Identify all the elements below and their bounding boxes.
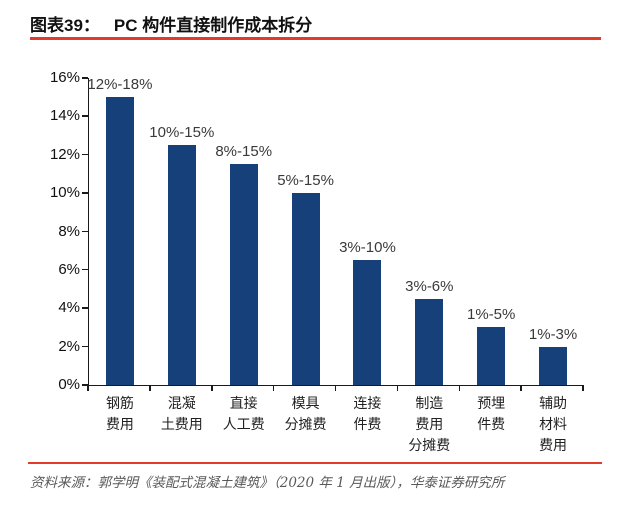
x-category-label-line: 直接 <box>229 396 258 412</box>
y-tick-label: 16% <box>49 69 80 86</box>
y-tick-mark <box>82 345 88 348</box>
figure-number-label: 图表39： <box>30 16 100 35</box>
x-category-label: 钢筋 费用 <box>81 394 159 436</box>
y-tick-label: 10% <box>49 184 80 202</box>
bar-value-label: 3%-10% <box>339 239 396 257</box>
bar <box>353 260 382 385</box>
x-category-label-line: 费用 <box>415 417 444 433</box>
bar <box>415 298 444 385</box>
bar-value-label: 1%-5% <box>467 306 516 324</box>
bar <box>477 327 506 385</box>
source-note: 资料来源：郭学明《装配式混凝土建筑》（2020 年 1 月出版），华泰证券研究所 <box>30 475 505 491</box>
x-category-label-line: 分摊费 <box>408 438 451 454</box>
x-category-label-line: 辅助 <box>539 396 568 412</box>
footer-rule <box>28 462 602 464</box>
x-category-label-line: 费用 <box>539 438 568 454</box>
x-category-label: 辅助 材料 费用 <box>514 394 592 457</box>
bar-value-label: 1%-3% <box>528 325 578 343</box>
y-tick-mark <box>82 115 88 117</box>
title-rule <box>30 37 601 40</box>
bar-slot: 10%-15% 混凝土费用 <box>149 78 215 433</box>
x-tick-mark <box>582 385 584 391</box>
y-tick-mark <box>82 153 88 156</box>
y-tick-label: 12% <box>49 145 80 163</box>
bar <box>539 346 568 385</box>
bar-slot: 3%-10% 连接件费 <box>337 78 399 433</box>
x-category-label-line: 材料 <box>539 417 568 433</box>
y-tick-label: 4% <box>58 299 80 317</box>
x-tick-mark <box>396 385 399 391</box>
bar-slot: 1%-3% 辅助材料费用 <box>522 78 584 454</box>
x-category-label: 连接 件费 <box>329 394 407 436</box>
x-tick-mark <box>520 385 522 391</box>
bar-value-label: 8%-15% <box>215 143 273 161</box>
x-category-label-line: 人工费 <box>222 417 265 433</box>
x-category-label-line: 分摊费 <box>284 417 327 433</box>
bar-slot: 8%-15% 直接人工费 <box>213 78 275 433</box>
y-tick-label: 14% <box>49 107 80 125</box>
bar-value-label: 12%-18% <box>87 76 153 94</box>
bar-slot: 3%-6% 制造费用分摊费 <box>398 78 460 454</box>
x-category-label-line: 钢筋 <box>105 396 134 412</box>
y-tick-label: 8% <box>58 222 80 240</box>
x-category-label-line: 连接 <box>353 396 382 412</box>
y-tick-mark <box>82 268 88 271</box>
x-tick-mark <box>211 385 213 391</box>
x-category-label-line: 费用 <box>105 417 134 433</box>
x-category-label: 混凝 土费用 <box>143 394 221 436</box>
x-tick-mark <box>149 385 151 391</box>
x-category-label-line: 预埋 <box>477 396 506 412</box>
bar-value-label: 5%-15% <box>277 172 334 190</box>
y-tick-mark <box>82 307 88 309</box>
x-category-label: 制造 费用 分摊费 <box>390 394 468 457</box>
y-tick-label: 0% <box>58 376 80 393</box>
x-category-label-line: 制造 <box>415 396 444 412</box>
y-tick-mark <box>82 384 88 386</box>
x-category-label: 预埋 件费 <box>452 394 530 436</box>
bar-slot: 12%-18% 钢筋费用 <box>87 76 153 433</box>
figure-title: PC 构件直接制作成本拆分 <box>113 16 313 35</box>
bar-chart-plot-area: 12%-18% 钢筋 费用 10%-15% 混凝 土费用 8%-15% 直接 人工费 5%-15%… <box>87 76 584 454</box>
bar-value-label: 10%-15% <box>149 124 215 142</box>
bar-value-label: 3%-6% <box>405 277 454 295</box>
x-tick-mark <box>458 385 460 391</box>
bar <box>105 97 134 385</box>
x-category-label-line: 件费 <box>353 417 382 433</box>
x-category-label-line: 混凝 <box>167 396 196 412</box>
bar-slot: 5%-15% 模具分摊费 <box>275 78 337 433</box>
x-tick-mark <box>272 385 275 391</box>
x-category-label-line: 模具 <box>291 396 320 412</box>
bar <box>167 145 196 385</box>
y-tick-mark <box>82 192 88 194</box>
bar-slot: 1%-5% 预埋件费 <box>460 78 522 433</box>
x-tick-mark <box>87 385 89 391</box>
bar <box>229 164 258 385</box>
y-tick-mark <box>82 77 88 79</box>
x-tick-mark <box>334 385 337 391</box>
bar <box>291 193 320 385</box>
x-category-label: 直接 人工费 <box>205 394 283 436</box>
x-category-label: 模具 分摊费 <box>267 394 345 436</box>
y-tick-mark <box>82 230 88 232</box>
figure-header: 图表39： PC 构件直接制作成本拆分 <box>30 11 312 36</box>
x-category-label-line: 件费 <box>477 417 506 433</box>
y-tick-label: 2% <box>58 337 80 355</box>
x-category-label-line: 土费用 <box>160 417 203 433</box>
y-tick-label: 6% <box>58 260 80 278</box>
